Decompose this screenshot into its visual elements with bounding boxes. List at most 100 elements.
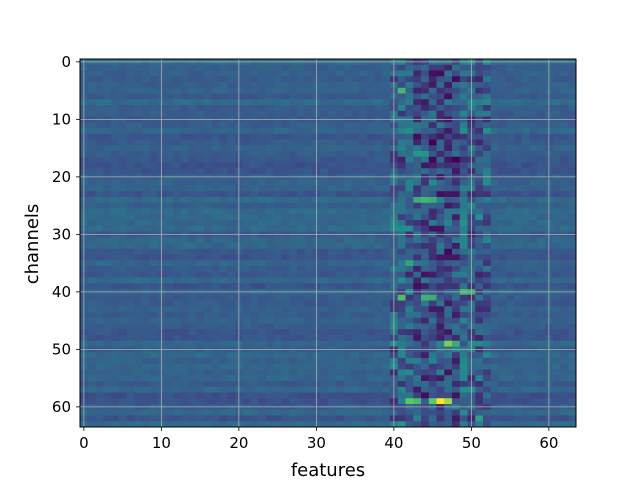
heatmap-cell — [118, 202, 127, 209]
heatmap-cell — [273, 317, 282, 324]
heatmap-cell — [351, 329, 360, 336]
heatmap-cell — [242, 358, 251, 365]
heatmap-cell — [204, 381, 213, 388]
heatmap-cell — [335, 260, 344, 267]
heatmap-cell — [258, 409, 267, 416]
heatmap-cell — [568, 237, 577, 244]
heatmap-cell — [421, 312, 430, 319]
heatmap-cell — [165, 87, 174, 94]
heatmap-cell — [421, 220, 430, 227]
heatmap-cell — [118, 220, 127, 227]
heatmap-cell — [304, 260, 313, 267]
heatmap-cell — [281, 294, 290, 301]
heatmap-cell — [374, 191, 383, 198]
heatmap-cell — [335, 156, 344, 163]
heatmap-cell — [514, 323, 523, 330]
heatmap-cell — [211, 110, 220, 117]
heatmap-cell — [227, 70, 236, 77]
heatmap-cell — [343, 283, 352, 290]
heatmap-cell — [173, 243, 182, 250]
heatmap-cell — [165, 128, 174, 135]
heatmap-cell — [165, 409, 174, 416]
heatmap-cell — [568, 358, 577, 365]
heatmap-cell — [498, 133, 507, 140]
heatmap-cell — [258, 82, 267, 89]
heatmap-cell — [459, 323, 468, 330]
heatmap-cell — [304, 369, 313, 376]
heatmap-cell — [273, 369, 282, 376]
heatmap-cell — [459, 168, 468, 175]
heatmap-cell — [475, 398, 484, 405]
heatmap-cell — [320, 139, 329, 146]
heatmap-cell — [87, 375, 96, 382]
heatmap-cell — [328, 283, 337, 290]
heatmap-cell — [405, 191, 414, 198]
heatmap-cell — [514, 139, 523, 146]
heatmap-cell — [250, 179, 259, 186]
heatmap-cell — [328, 214, 337, 221]
heatmap-cell — [142, 237, 151, 244]
heatmap-cell — [506, 64, 515, 71]
heatmap-cell — [537, 398, 546, 405]
heatmap-cell — [521, 312, 530, 319]
heatmap-cell — [320, 191, 329, 198]
heatmap-cell — [289, 139, 298, 146]
heatmap-cell — [475, 329, 484, 336]
heatmap-cell — [568, 363, 577, 370]
heatmap-cell — [529, 323, 538, 330]
heatmap-cell — [351, 214, 360, 221]
heatmap-cell — [413, 237, 422, 244]
heatmap-cell — [142, 421, 151, 428]
heatmap-cell — [126, 323, 135, 330]
heatmap-cell — [521, 76, 530, 83]
heatmap-cell — [521, 323, 530, 330]
heatmap-cell — [436, 225, 445, 232]
heatmap-cell — [95, 312, 104, 319]
heatmap-cell — [149, 133, 158, 140]
heatmap-cell — [397, 317, 406, 324]
heatmap-cell — [95, 82, 104, 89]
heatmap-cell — [514, 87, 523, 94]
heatmap-cell — [343, 369, 352, 376]
heatmap-cell — [180, 266, 189, 273]
heatmap-cell — [211, 312, 220, 319]
heatmap-cell — [103, 122, 112, 129]
heatmap-cell — [374, 145, 383, 152]
heatmap-cell — [196, 421, 205, 428]
heatmap-cell — [242, 82, 251, 89]
heatmap-cell — [397, 82, 406, 89]
heatmap-cell — [405, 76, 414, 83]
heatmap-cell — [149, 254, 158, 261]
heatmap-cell — [359, 93, 368, 100]
heatmap-cell — [242, 197, 251, 204]
heatmap-cell — [397, 421, 406, 428]
heatmap-cell — [320, 300, 329, 307]
heatmap-cell — [227, 283, 236, 290]
heatmap-cell — [126, 294, 135, 301]
heatmap-cell — [428, 375, 437, 382]
heatmap-cell — [552, 139, 561, 146]
heatmap-cell — [374, 243, 383, 250]
heatmap-cell — [506, 381, 515, 388]
heatmap-cell — [428, 254, 437, 261]
heatmap-cell — [258, 87, 267, 94]
heatmap-cell — [351, 128, 360, 135]
heatmap-cell — [366, 76, 375, 83]
heatmap-cell — [421, 93, 430, 100]
heatmap-cell — [335, 317, 344, 324]
heatmap-cell — [196, 283, 205, 290]
heatmap-cell — [374, 208, 383, 215]
heatmap-cell — [149, 128, 158, 135]
heatmap-cell — [374, 294, 383, 301]
heatmap-cell — [204, 145, 213, 152]
heatmap-cell — [266, 110, 275, 117]
heatmap-cell — [165, 358, 174, 365]
heatmap-cell — [297, 93, 306, 100]
heatmap-cell — [483, 156, 492, 163]
heatmap-cell — [227, 99, 236, 106]
heatmap-cell — [521, 329, 530, 336]
heatmap-cell — [304, 99, 313, 106]
heatmap-cell — [204, 340, 213, 347]
heatmap-cell — [304, 409, 313, 416]
heatmap-cell — [126, 76, 135, 83]
